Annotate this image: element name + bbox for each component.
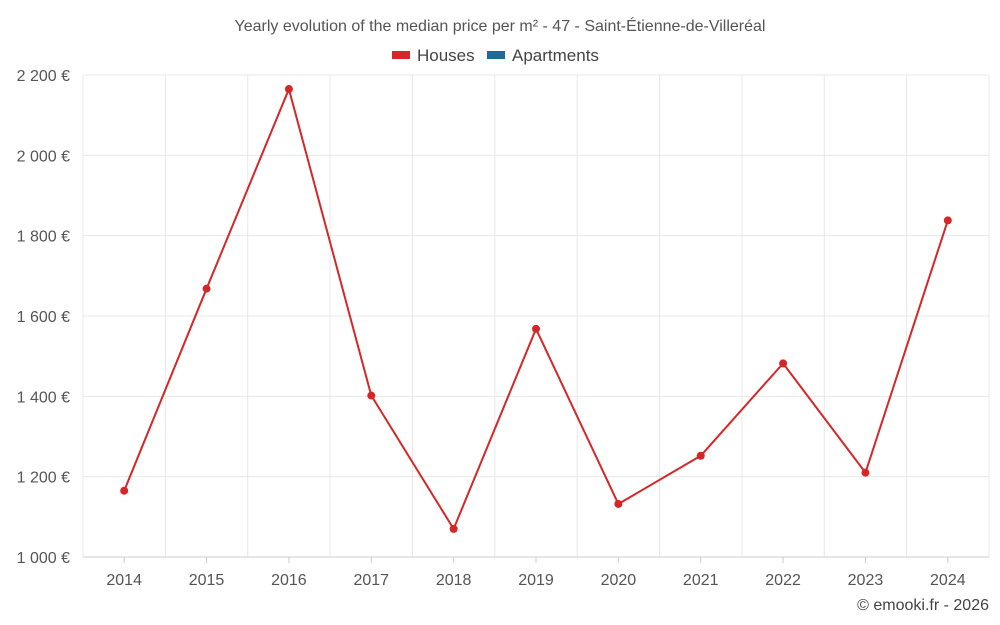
x-axis-ticks: 2014 2015 2016 2017 2018 2019 2020 2021 2022 2023… (106, 557, 966, 589)
x-tick-label: 2020 (601, 572, 637, 589)
y-tick-label: 2 000 € (17, 148, 70, 165)
data-point[interactable] (367, 391, 376, 400)
legend-swatch-houses (392, 51, 410, 59)
data-point[interactable] (861, 468, 870, 477)
x-tick-label: 2021 (683, 572, 719, 589)
x-tick-label: 2015 (189, 572, 225, 589)
series (120, 85, 952, 533)
grid (82, 74, 990, 558)
legend-swatch-apartments (487, 51, 505, 59)
x-tick-label: 2017 (353, 572, 389, 589)
legend-label-houses[interactable]: Houses (417, 46, 475, 65)
legend-label-apartments[interactable]: Apartments (512, 46, 599, 65)
x-tick-label: 2018 (436, 572, 472, 589)
data-point[interactable] (120, 486, 129, 495)
y-tick-label: 2 200 € (17, 68, 70, 85)
data-point[interactable] (532, 324, 540, 333)
x-tick-label: 2014 (106, 572, 142, 589)
x-tick-label: 2019 (518, 572, 554, 589)
x-tick-label: 2023 (848, 572, 884, 589)
chart-title: Yearly evolution of the median price per… (235, 16, 766, 35)
y-tick-label: 1 200 € (17, 470, 70, 487)
data-point[interactable] (449, 524, 458, 533)
x-tick-label: 2024 (930, 572, 966, 589)
data-point[interactable] (614, 499, 623, 508)
data-point[interactable] (779, 359, 788, 368)
credit-text: © emooki.fr - 2026 (857, 597, 989, 614)
legend: Houses Apartments (392, 46, 599, 65)
data-point[interactable] (284, 85, 293, 94)
y-tick-label: 1 600 € (17, 309, 70, 326)
y-tick-label: 1 800 € (17, 229, 70, 246)
x-tick-label: 2022 (765, 572, 801, 589)
y-axis-ticks: 1 000 € 1 200 € 1 400 € 1 600 € 1 800 € 2 000… (17, 68, 70, 567)
x-tick-label: 2016 (271, 572, 307, 589)
y-tick-label: 1 000 € (17, 550, 70, 567)
data-point[interactable] (696, 451, 705, 460)
data-point[interactable] (943, 216, 952, 225)
data-point[interactable] (202, 284, 211, 293)
y-tick-label: 1 400 € (17, 389, 70, 406)
